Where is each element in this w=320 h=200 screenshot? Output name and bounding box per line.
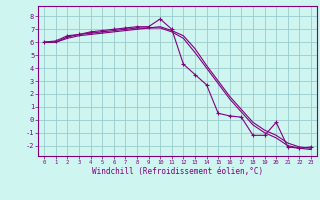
X-axis label: Windchill (Refroidissement éolien,°C): Windchill (Refroidissement éolien,°C)	[92, 167, 263, 176]
